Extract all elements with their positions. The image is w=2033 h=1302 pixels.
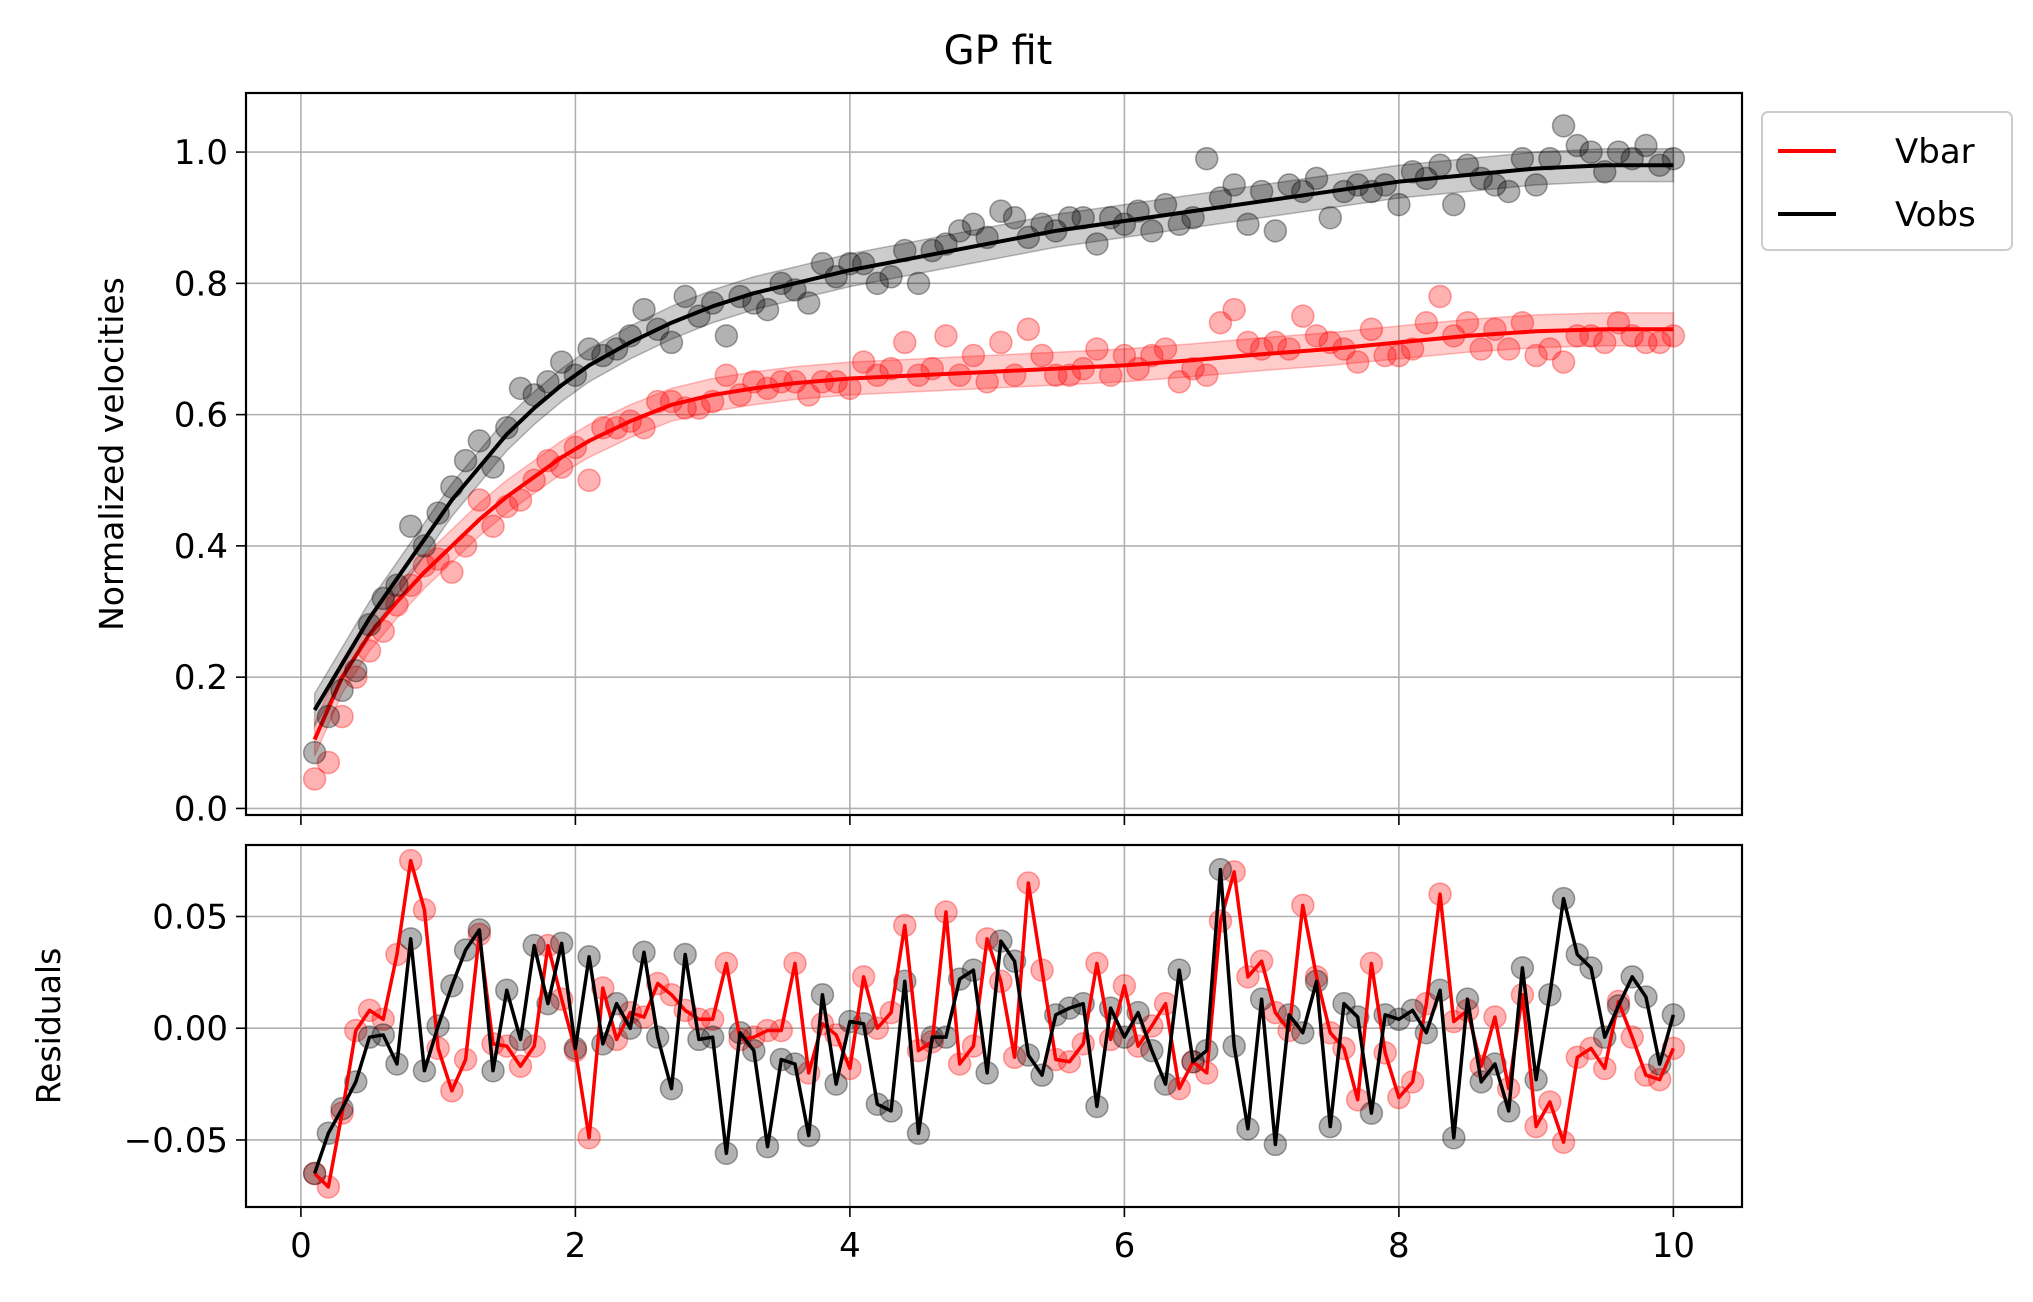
vbar-data-point: [1415, 312, 1437, 334]
residuals-ytick-label: 0.05: [152, 898, 228, 938]
main-ylabel: Normalized velocities: [92, 277, 131, 631]
vobs-data-point: [660, 331, 682, 353]
vbar-data-point: [1470, 338, 1492, 360]
residuals-ytick-label: 0.00: [152, 1009, 228, 1049]
vbar-data-point: [1553, 351, 1575, 373]
vobs-data-point: [345, 660, 367, 682]
vobs-data-point: [1004, 207, 1026, 229]
legend: Vbar Vobs: [1762, 112, 2012, 250]
vobs-data-point: [317, 706, 339, 728]
vobs-data-point: [1443, 194, 1465, 216]
vbar-legend-label: Vbar: [1895, 132, 1975, 172]
vbar-data-point: [482, 515, 504, 537]
vbar-data-point: [1278, 338, 1300, 360]
vbar-data-point: [441, 561, 463, 583]
vbar-data-point: [578, 469, 600, 491]
vobs-data-point: [1429, 154, 1451, 176]
vbar-data-point: [1223, 299, 1245, 321]
vbar-data-point: [1429, 285, 1451, 307]
main-ytick-label: 0.4: [174, 527, 228, 567]
vobs-data-point: [1635, 135, 1657, 157]
vbar-data-point: [1196, 364, 1218, 386]
vobs-data-point: [798, 292, 820, 314]
residuals-xtick-label: 0: [290, 1226, 312, 1266]
vbar-data-point: [1031, 345, 1053, 367]
vobs-data-point: [853, 253, 875, 275]
vobs-data-point: [1306, 167, 1328, 189]
vbar-data-point: [990, 331, 1012, 353]
vobs-data-point: [674, 285, 696, 307]
residuals-xtick-label: 8: [1388, 1226, 1410, 1266]
vobs-data-point: [1196, 148, 1218, 170]
vbar-data-point: [935, 325, 957, 347]
vobs-data-point: [455, 450, 477, 472]
vobs-data-point: [400, 515, 422, 537]
main-ytick-label: 0.2: [174, 658, 228, 698]
vobs-data-point: [1237, 213, 1259, 235]
vobs-data-point: [1141, 220, 1163, 242]
main-ytick-label: 0.8: [174, 264, 228, 304]
vobs-data-point: [1511, 148, 1533, 170]
vbar-data-point: [1360, 318, 1382, 340]
vbar-data-point: [1457, 312, 1479, 334]
vbar-data-point: [1155, 338, 1177, 360]
vobs-data-point: [1388, 194, 1410, 216]
vobs-data-point: [1553, 115, 1575, 137]
vobs-data-point: [1223, 174, 1245, 196]
vbar-data-point: [1292, 305, 1314, 327]
vbar-data-point: [1086, 338, 1108, 360]
vobs-data-point: [441, 476, 463, 498]
vbar-data-point: [1347, 351, 1369, 373]
vbar-data-point: [1594, 331, 1616, 353]
vobs-data-point: [1086, 233, 1108, 255]
vobs-data-point: [331, 679, 353, 701]
vobs-data-point: [633, 299, 655, 321]
vobs-data-point: [468, 430, 490, 452]
vobs-data-point: [908, 272, 930, 294]
vbar-data-point: [715, 364, 737, 386]
residuals-xtick-label: 6: [1114, 1226, 1136, 1266]
vobs-data-point: [715, 325, 737, 347]
residuals-xtick-label: 10: [1652, 1226, 1695, 1266]
vobs-data-point: [880, 266, 902, 288]
vbar-data-point: [894, 331, 916, 353]
chart-title: GP fit: [944, 28, 1053, 74]
vbar-data-point: [1498, 338, 1520, 360]
residuals-xtick-label: 4: [839, 1226, 861, 1266]
residuals-ytick-label: −0.05: [124, 1121, 228, 1161]
vobs-legend-label: Vobs: [1895, 195, 1976, 235]
vobs-data-point: [1264, 220, 1286, 242]
vbar-data-point: [1017, 318, 1039, 340]
main-ytick-label: 1.0: [174, 133, 228, 173]
residuals-xtick-label: 2: [565, 1226, 587, 1266]
main-ytick-label: 0.0: [174, 789, 228, 829]
vobs-data-point: [1580, 141, 1602, 163]
vobs-data-point: [1498, 180, 1520, 202]
vobs-data-point: [1525, 174, 1547, 196]
vobs-data-point: [757, 299, 779, 321]
vobs-data-point: [304, 742, 326, 764]
vbar-data-point: [1004, 364, 1026, 386]
vbar-data-point: [1484, 318, 1506, 340]
residuals-ylabel: Residuals: [29, 948, 68, 1105]
vobs-data-point: [1319, 207, 1341, 229]
vbar-data-point: [962, 345, 984, 367]
main-ytick-label: 0.6: [174, 396, 228, 436]
